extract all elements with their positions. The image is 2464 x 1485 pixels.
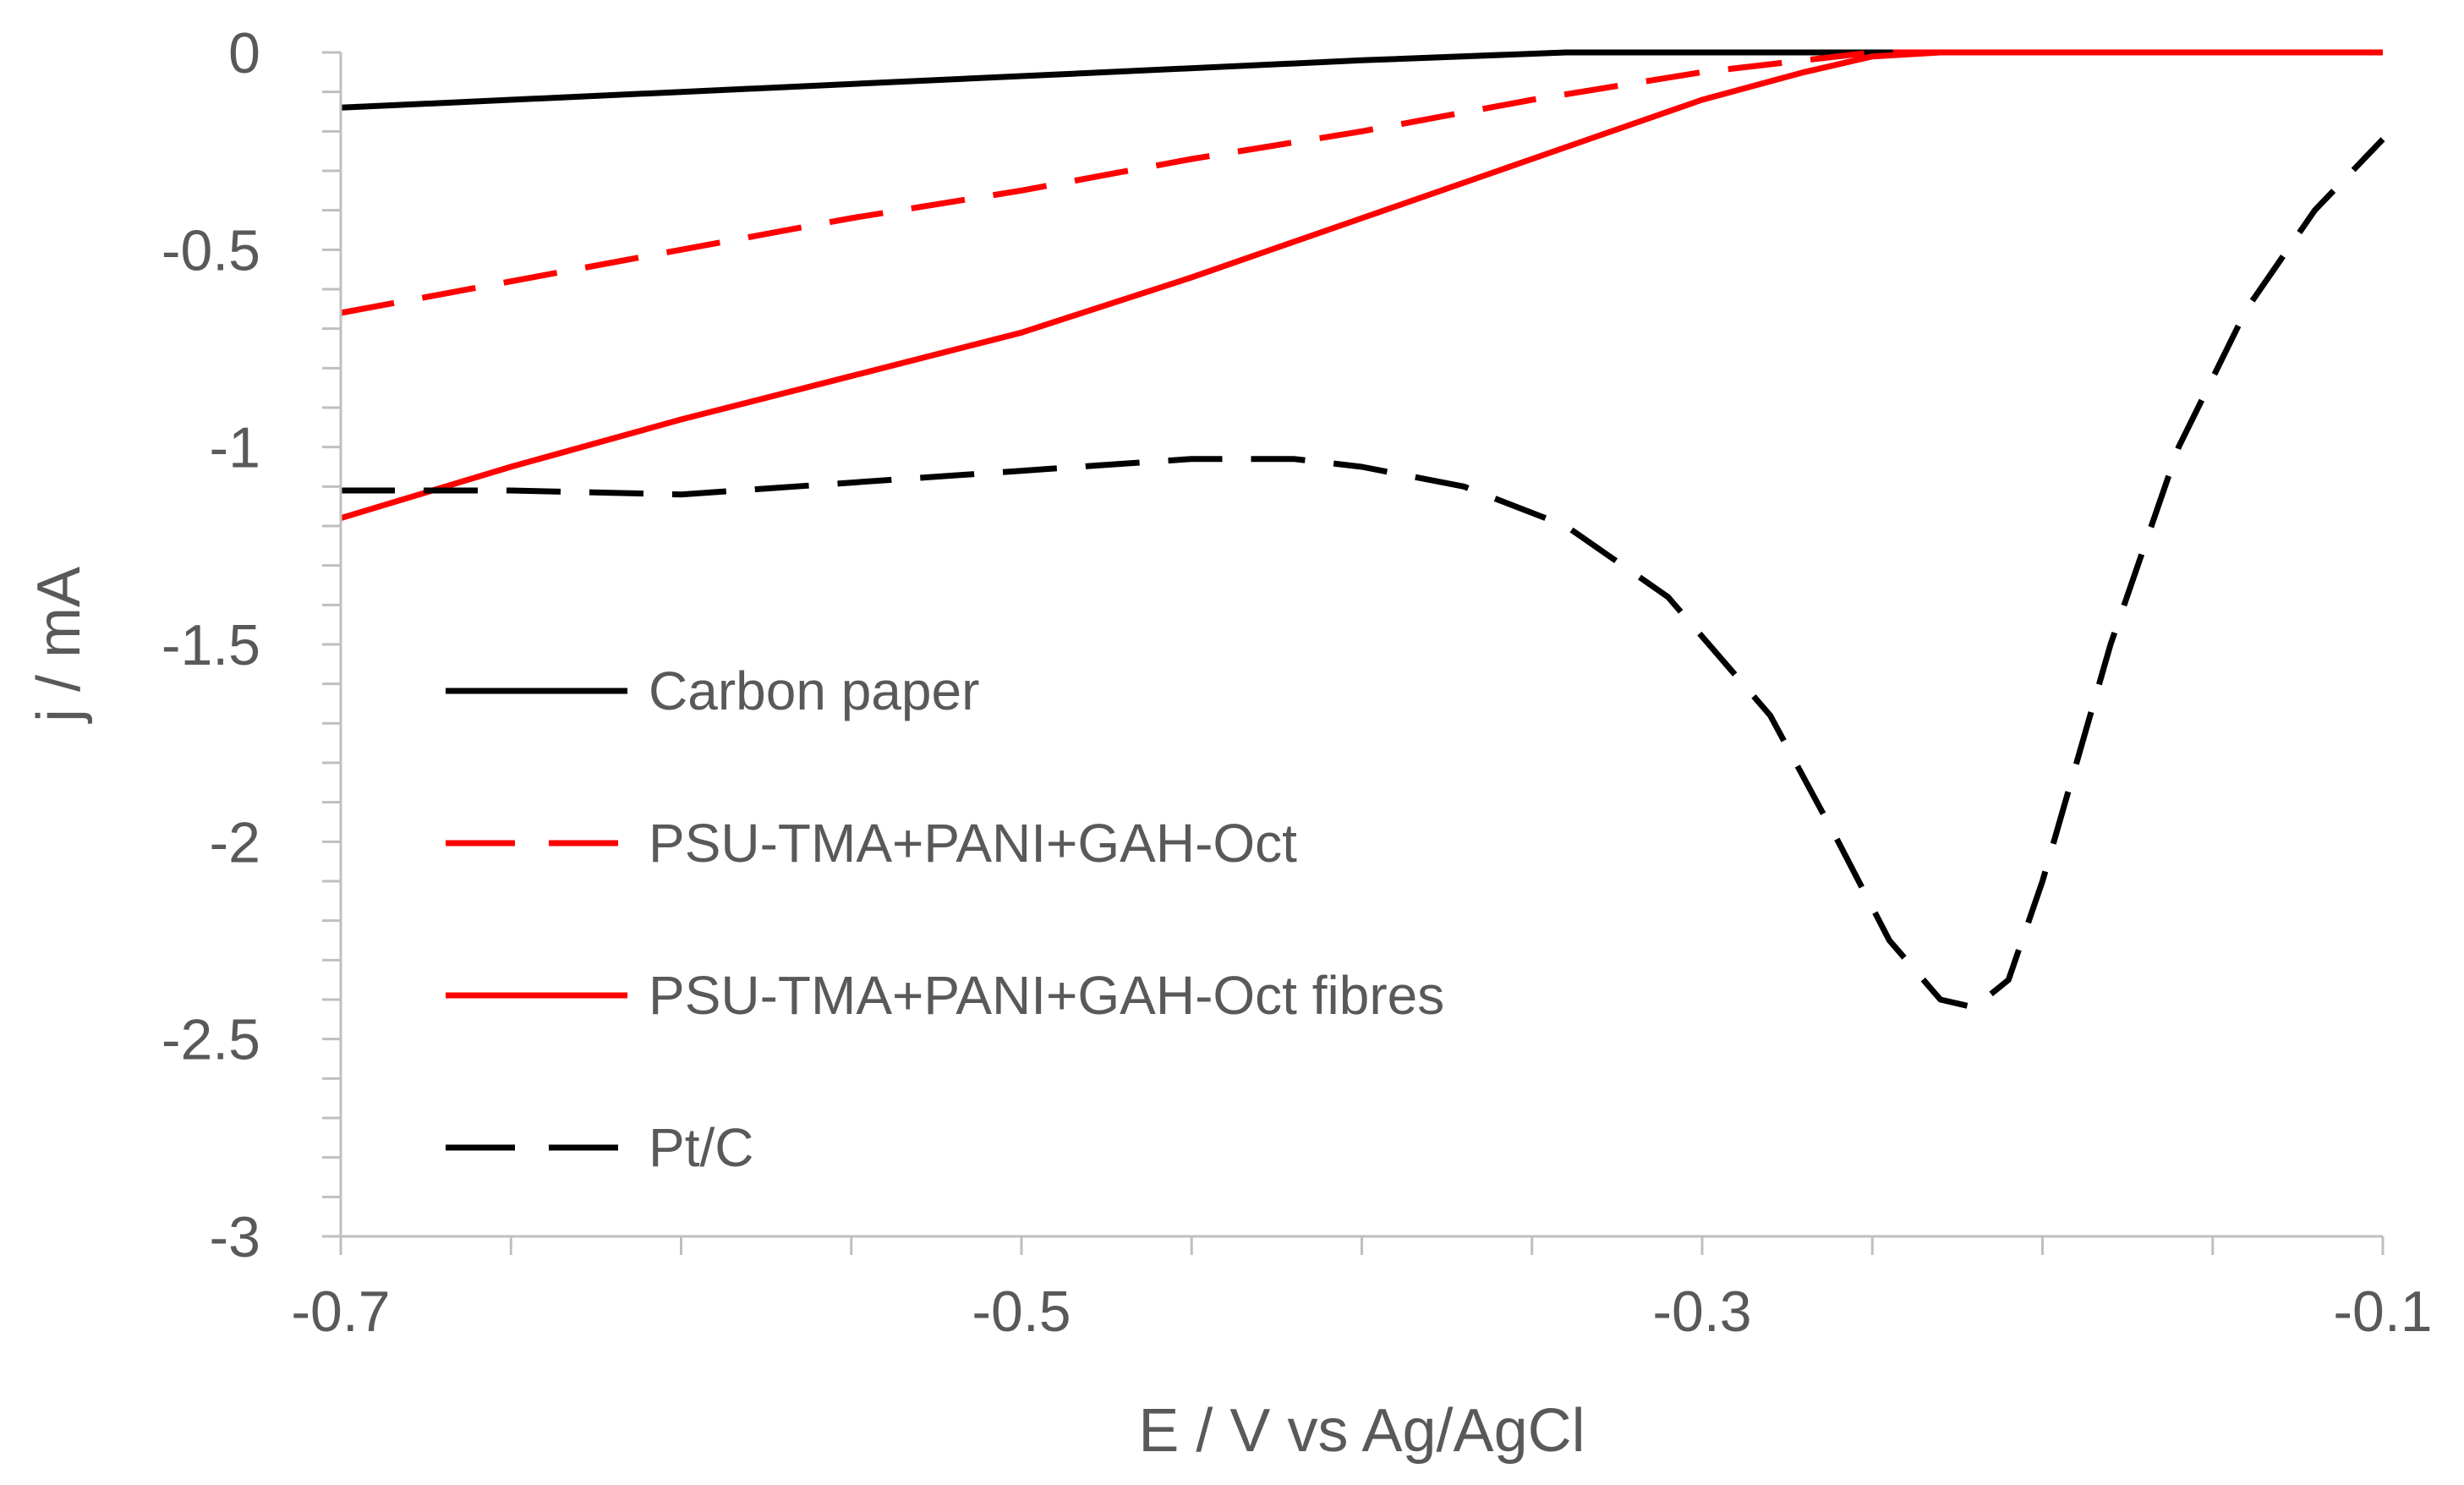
x-tick-label: -0.5 — [972, 1280, 1070, 1344]
x-axis-title: E / V vs Ag/AgCl — [1138, 1397, 1585, 1465]
y-minor-ticks — [322, 51, 341, 1238]
y-tick-label: -2.5 — [162, 1008, 260, 1072]
axes: -0.7 -0.5 -0.3 -0.1 0 -0.5 -1 -1.5 -2 -2.5 -3 — [162, 21, 2433, 1344]
y-tick-label: 0 — [228, 21, 260, 85]
legend: Carbon paper PSU-TMA+PANI+GAH-Oct PSU-TM… — [446, 660, 1444, 1178]
y-tick-label: -2 — [210, 810, 260, 874]
legend-label-pt-c: Pt/C — [649, 1117, 753, 1178]
legend-label-psu-tma-pani-gah-oct-fibres: PSU-TMA+PANI+GAH-Oct fibres — [649, 965, 1444, 1026]
legend-label-psu-tma-pani-gah-oct: PSU-TMA+PANI+GAH-Oct — [649, 813, 1297, 874]
y-axis-title: j / mA — [25, 567, 93, 724]
y-tick-label: -0.5 — [162, 218, 260, 282]
x-tick-label: -0.7 — [291, 1280, 390, 1344]
y-tick-label: -3 — [210, 1205, 260, 1269]
series-line-pt-c — [341, 137, 2385, 1011]
y-tick-label: -1 — [210, 416, 260, 480]
x-minor-ticks — [339, 1236, 2385, 1255]
x-tick-labels: -0.7 -0.5 -0.3 -0.1 — [291, 1280, 2432, 1344]
legend-label-carbon-paper: Carbon paper — [649, 660, 979, 721]
x-tick-label: -0.1 — [2333, 1280, 2432, 1344]
x-tick-label: -0.3 — [1652, 1280, 1751, 1344]
y-tick-label: -1.5 — [162, 613, 260, 677]
plot-lines — [339, 49, 2385, 1011]
y-tick-labels: 0 -0.5 -1 -1.5 -2 -2.5 -3 — [162, 21, 260, 1269]
series-line-psu-tma-pani-gah-oct-fibres — [339, 49, 2383, 522]
series-line-carbon-paper — [340, 49, 2383, 111]
